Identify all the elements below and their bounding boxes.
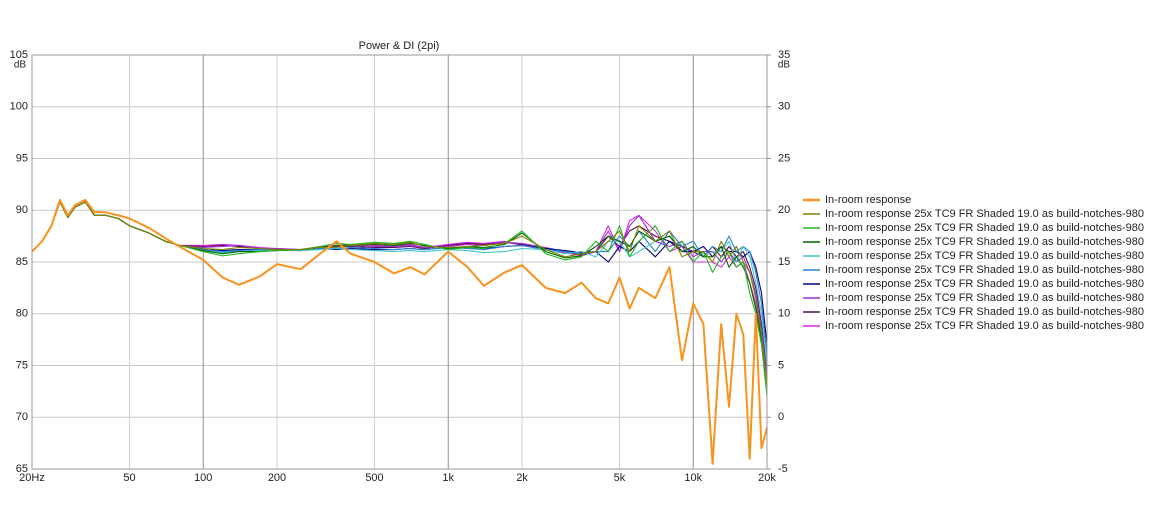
y-tick-label: 100 xyxy=(10,101,28,113)
x-tick-label: 50 xyxy=(123,472,135,484)
y2-tick-label: 25 xyxy=(778,152,790,164)
series-line xyxy=(31,198,768,465)
x-tick-label: 2k xyxy=(516,472,528,484)
y-tick-label: 75 xyxy=(16,359,28,371)
legend-label: In-room response 25x TC9 FR Shaded 19.0 … xyxy=(825,264,1144,276)
y-tick-label: 80 xyxy=(16,308,28,320)
x-tick-label: 5k xyxy=(614,472,626,484)
y-tick-label: 95 xyxy=(16,152,28,164)
legend-label: In-room response 25x TC9 FR Shaded 19.0 … xyxy=(825,306,1144,318)
legend-label: In-room response xyxy=(825,194,911,206)
y2-tick-label: 35 xyxy=(778,49,790,61)
y2-tick-label: 0 xyxy=(778,411,784,423)
x-tick-label: 10k xyxy=(684,472,702,484)
y2-tick-label: 10 xyxy=(778,308,790,320)
x-tick-label: 20k xyxy=(758,472,776,484)
series-line xyxy=(31,201,768,397)
y2-tick-label: 15 xyxy=(778,256,790,268)
y-tick-label: 70 xyxy=(16,411,28,423)
y2-tick-label: -5 xyxy=(778,463,788,475)
legend-label: In-room response 25x TC9 FR Shaded 19.0 … xyxy=(825,236,1144,248)
series-line xyxy=(31,201,768,387)
y2-unit: dB xyxy=(778,60,791,71)
legend-label: In-room response 25x TC9 FR Shaded 19.0 … xyxy=(825,278,1144,290)
y-tick-label: 65 xyxy=(16,463,28,475)
plot-frame xyxy=(31,54,768,470)
legend-label: In-room response 25x TC9 FR Shaded 19.0 … xyxy=(825,292,1144,304)
y-tick-label: 105 xyxy=(10,49,28,61)
y-unit: dB xyxy=(14,60,27,71)
y2-tick-label: 20 xyxy=(778,204,790,216)
legend-label: In-room response 25x TC9 FR Shaded 19.0 … xyxy=(825,250,1144,262)
series-line xyxy=(31,201,768,366)
x-tick-label: 20Hz xyxy=(19,472,45,484)
series-line xyxy=(31,201,768,345)
y-tick-label: 90 xyxy=(16,204,28,216)
y-tick-label: 85 xyxy=(16,256,28,268)
chart-title: Power & DI (2pi) xyxy=(359,40,440,52)
legend-label: In-room response 25x TC9 FR Shaded 19.0 … xyxy=(825,222,1144,234)
x-tick-label: 500 xyxy=(365,472,383,484)
legend-label: In-room response 25x TC9 FR Shaded 19.0 … xyxy=(825,320,1144,332)
x-tick-label: 100 xyxy=(194,472,212,484)
x-tick-label: 200 xyxy=(268,472,286,484)
y2-tick-label: 5 xyxy=(778,359,784,371)
legend-label: In-room response 25x TC9 FR Shaded 19.0 … xyxy=(825,208,1144,220)
x-tick-label: 1k xyxy=(442,472,454,484)
y2-tick-label: 30 xyxy=(778,101,790,113)
